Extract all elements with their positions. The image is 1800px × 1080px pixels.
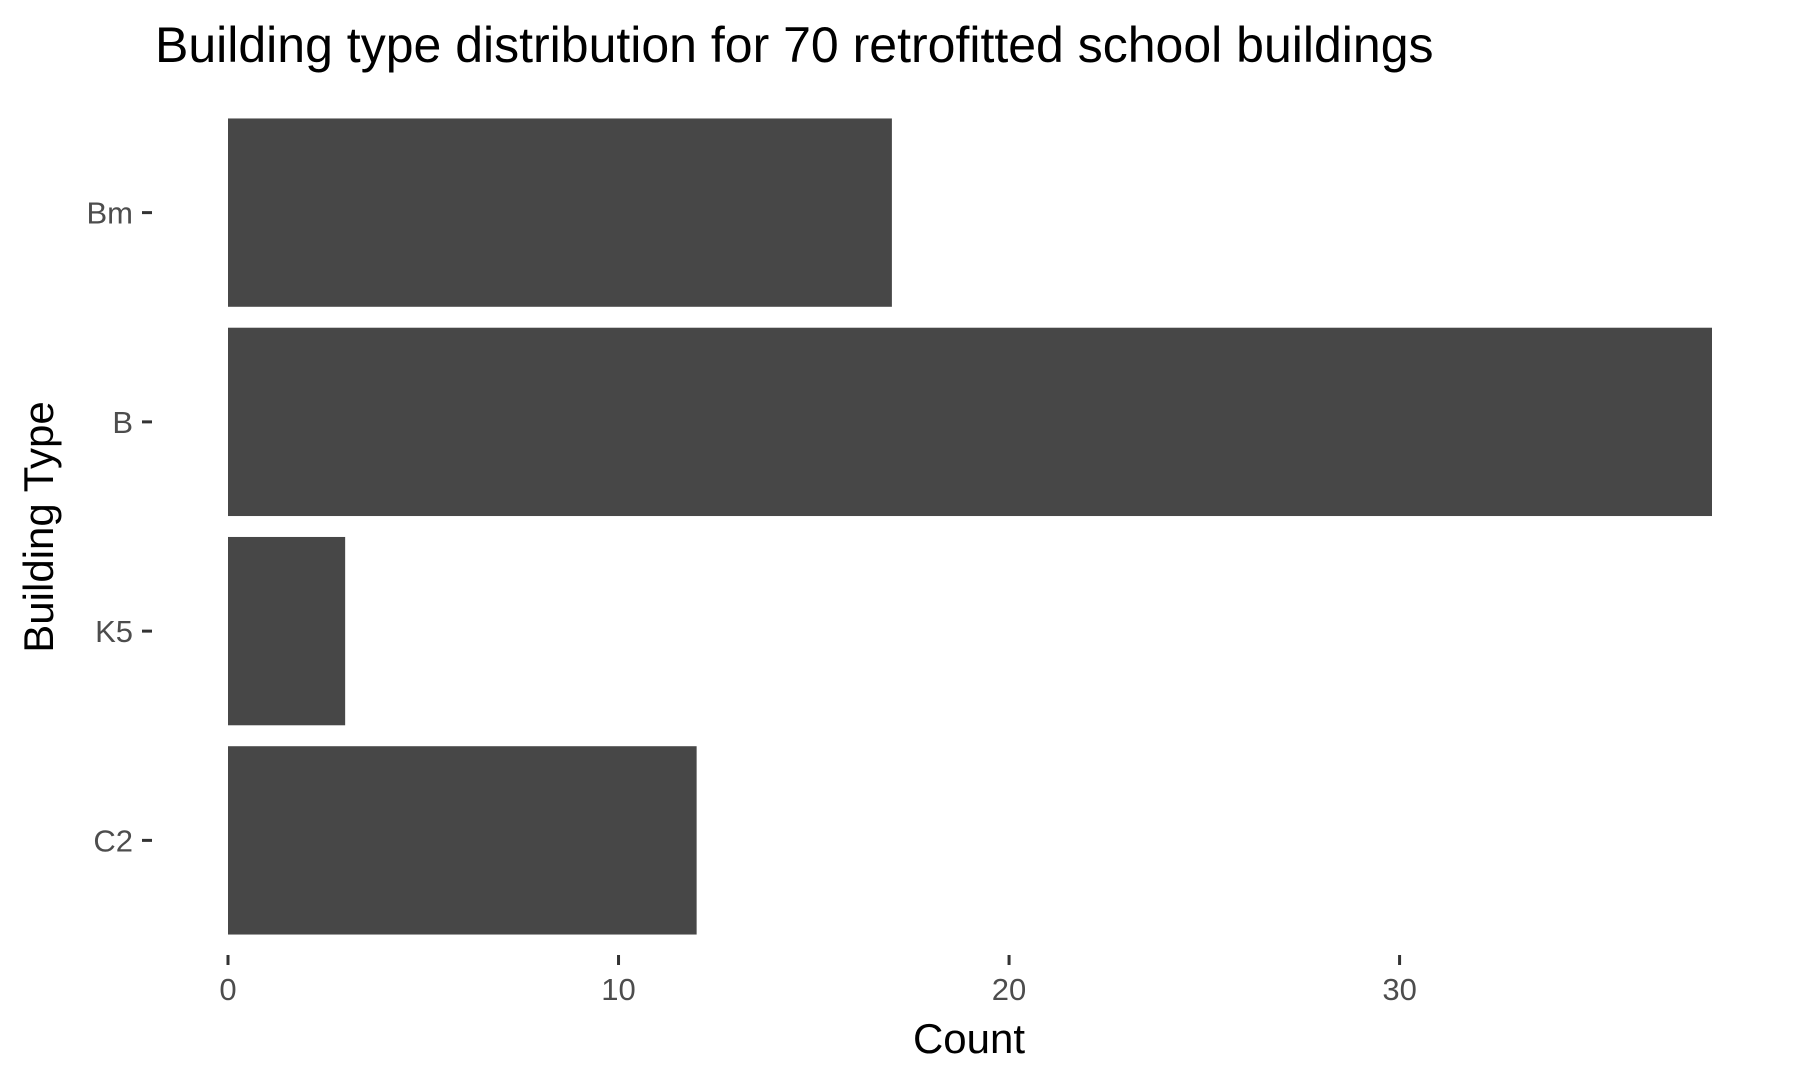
x-tick-label: 20 — [992, 972, 1026, 1007]
bar-k5 — [228, 536, 346, 726]
x-tick-label: 30 — [1382, 972, 1416, 1007]
bar-bm — [228, 118, 892, 307]
x-tick-label: 10 — [601, 972, 635, 1007]
y-tick-label: Bm — [87, 196, 134, 231]
y-tick-label: B — [112, 405, 133, 440]
y-tick-label: K5 — [95, 614, 133, 649]
x-axis: 0 10 20 30 — [219, 955, 1417, 1007]
bars-layer — [228, 118, 1712, 935]
chart-title: Building type distribution for 70 retrof… — [155, 17, 1434, 73]
y-tick-label: C2 — [93, 823, 133, 858]
x-axis-title: Count — [913, 1015, 1025, 1062]
y-axis-title: Building Type — [15, 401, 62, 652]
bar-b — [228, 327, 1712, 517]
y-axis: Bm B K5 C2 — [87, 196, 152, 858]
bar-c2 — [228, 746, 697, 935]
x-tick-label: 0 — [219, 972, 236, 1007]
